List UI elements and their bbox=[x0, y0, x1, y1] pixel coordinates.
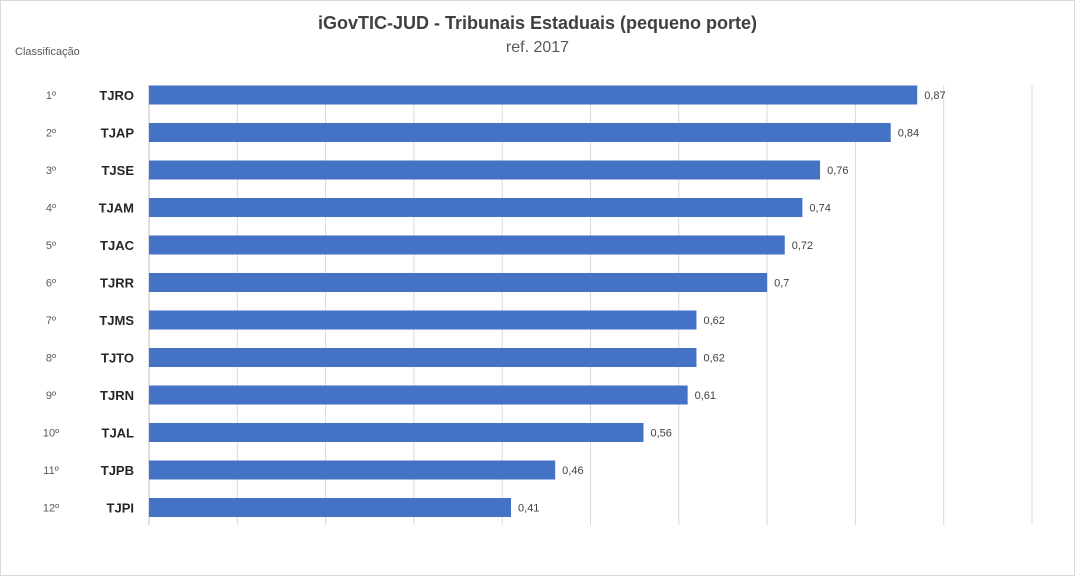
bar bbox=[149, 123, 891, 142]
data-label: 0,7 bbox=[774, 278, 789, 290]
category-label: TJAC bbox=[100, 238, 135, 253]
rank-label: 3º bbox=[46, 165, 56, 177]
category-label: TJMS bbox=[99, 313, 134, 328]
category-label: TJRO bbox=[99, 88, 134, 103]
data-label: 0,84 bbox=[898, 128, 919, 140]
bar bbox=[149, 498, 511, 517]
data-label: 0,62 bbox=[703, 315, 724, 327]
rank-label: 6º bbox=[46, 278, 56, 290]
rank-label: 12º bbox=[43, 503, 59, 515]
bar bbox=[149, 198, 802, 217]
category-label: TJRR bbox=[100, 276, 135, 291]
data-label: 0,76 bbox=[827, 165, 848, 177]
category-label: TJPI bbox=[107, 501, 134, 516]
category-label: TJSE bbox=[101, 163, 134, 178]
bar bbox=[149, 236, 785, 255]
category-label: TJPB bbox=[101, 463, 134, 478]
rank-label: 9º bbox=[46, 390, 56, 402]
bar bbox=[149, 386, 688, 405]
data-label: 0,41 bbox=[518, 503, 539, 515]
bar bbox=[149, 161, 820, 180]
category-label: TJRN bbox=[100, 388, 134, 403]
rank-label: 1º bbox=[46, 90, 56, 102]
rank-label: 4º bbox=[46, 203, 56, 215]
rank-label: 10º bbox=[43, 428, 59, 440]
category-label: TJAP bbox=[101, 126, 135, 141]
bar bbox=[149, 461, 555, 480]
rank-label: 2º bbox=[46, 128, 56, 140]
bar bbox=[149, 311, 696, 330]
bar bbox=[149, 348, 696, 367]
bar bbox=[149, 273, 767, 292]
data-label: 0,72 bbox=[792, 240, 813, 252]
category-label: TJTO bbox=[101, 351, 134, 366]
bar bbox=[149, 86, 917, 105]
category-label: TJAM bbox=[99, 201, 134, 216]
category-label: TJAL bbox=[102, 426, 135, 441]
rank-label: 5º bbox=[46, 240, 56, 252]
data-label: 0,87 bbox=[924, 90, 945, 102]
data-label: 0,62 bbox=[703, 353, 724, 365]
data-label: 0,46 bbox=[562, 465, 583, 477]
rank-label: 7º bbox=[46, 315, 56, 327]
data-label: 0,74 bbox=[809, 203, 830, 215]
rank-label: 11º bbox=[43, 465, 58, 477]
bar bbox=[149, 423, 643, 442]
data-label: 0,61 bbox=[695, 390, 716, 402]
data-label: 0,56 bbox=[650, 428, 671, 440]
rank-label: 8º bbox=[46, 353, 56, 365]
